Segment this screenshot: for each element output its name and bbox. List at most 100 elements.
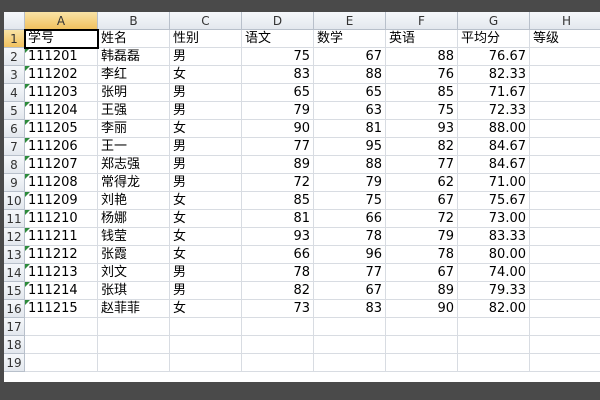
cell[interactable] <box>98 318 170 336</box>
column-header[interactable]: G <box>458 12 530 30</box>
cell[interactable]: 男 <box>170 102 242 120</box>
cell[interactable]: 77 <box>314 264 386 282</box>
cell[interactable]: 王一 <box>98 138 170 156</box>
cell[interactable]: 81 <box>242 210 314 228</box>
cell[interactable]: 79 <box>386 228 458 246</box>
cell[interactable]: 89 <box>386 282 458 300</box>
cell[interactable] <box>530 318 600 336</box>
cell[interactable] <box>314 318 386 336</box>
cell[interactable]: 111203 <box>25 84 98 102</box>
cell[interactable]: 75 <box>386 102 458 120</box>
cell[interactable]: 67 <box>314 48 386 66</box>
cell[interactable]: 常得龙 <box>98 174 170 192</box>
cell[interactable]: 71.00 <box>458 174 530 192</box>
cell[interactable] <box>170 354 242 372</box>
row-header[interactable]: 19 <box>4 354 25 372</box>
column-header[interactable]: E <box>314 12 386 30</box>
cell[interactable] <box>458 318 530 336</box>
cell[interactable]: 67 <box>314 282 386 300</box>
cell[interactable]: 83.33 <box>458 228 530 246</box>
cell[interactable] <box>98 336 170 354</box>
cell[interactable]: 77 <box>242 138 314 156</box>
cell[interactable]: 女 <box>170 120 242 138</box>
cell[interactable] <box>530 354 600 372</box>
cell[interactable] <box>530 138 600 156</box>
cell[interactable] <box>530 102 600 120</box>
row-header[interactable]: 10 <box>4 192 25 210</box>
cell[interactable]: 张明 <box>98 84 170 102</box>
cell[interactable]: 111208 <box>25 174 98 192</box>
cell[interactable]: 111212 <box>25 246 98 264</box>
cell[interactable]: 78 <box>242 264 314 282</box>
cell[interactable]: 81 <box>314 120 386 138</box>
cell[interactable]: 83 <box>242 66 314 84</box>
row-header[interactable]: 1 <box>4 30 25 48</box>
row-header[interactable]: 16 <box>4 300 25 318</box>
cell[interactable]: 女 <box>170 300 242 318</box>
cell[interactable] <box>25 354 98 372</box>
cell[interactable]: 男 <box>170 282 242 300</box>
cell[interactable] <box>530 246 600 264</box>
cell[interactable]: 111202 <box>25 66 98 84</box>
cell[interactable]: 63 <box>314 102 386 120</box>
row-header[interactable]: 6 <box>4 120 25 138</box>
row-header[interactable]: 17 <box>4 318 25 336</box>
cell[interactable]: 数学 <box>314 30 386 48</box>
cell[interactable]: 90 <box>242 120 314 138</box>
cell[interactable]: 75.67 <box>458 192 530 210</box>
cell[interactable]: 张琪 <box>98 282 170 300</box>
cell[interactable] <box>242 336 314 354</box>
cell[interactable]: 80.00 <box>458 246 530 264</box>
cell[interactable]: 82.00 <box>458 300 530 318</box>
cell[interactable] <box>170 318 242 336</box>
column-header[interactable]: A <box>25 12 98 30</box>
cell[interactable]: 82 <box>386 138 458 156</box>
cell[interactable]: 75 <box>314 192 386 210</box>
cell[interactable]: 88 <box>314 66 386 84</box>
cell[interactable]: 78 <box>386 246 458 264</box>
cell[interactable]: 张霞 <box>98 246 170 264</box>
cell[interactable]: 88.00 <box>458 120 530 138</box>
cell[interactable]: 111207 <box>25 156 98 174</box>
cell[interactable]: 男 <box>170 264 242 282</box>
cell[interactable]: 66 <box>314 210 386 228</box>
cell[interactable]: 84.67 <box>458 138 530 156</box>
cell[interactable]: 男 <box>170 174 242 192</box>
cell[interactable]: 76.67 <box>458 48 530 66</box>
cell[interactable]: 93 <box>242 228 314 246</box>
cell[interactable]: 71.67 <box>458 84 530 102</box>
cell[interactable]: 111204 <box>25 102 98 120</box>
row-header[interactable]: 14 <box>4 264 25 282</box>
cell[interactable]: 67 <box>386 264 458 282</box>
cell[interactable]: 85 <box>242 192 314 210</box>
cell[interactable]: 男 <box>170 156 242 174</box>
row-header[interactable]: 2 <box>4 48 25 66</box>
cell[interactable]: 72.33 <box>458 102 530 120</box>
cell[interactable] <box>530 156 600 174</box>
cell[interactable]: 96 <box>314 246 386 264</box>
cell[interactable]: 性别 <box>170 30 242 48</box>
cell[interactable]: 72 <box>386 210 458 228</box>
row-header[interactable]: 11 <box>4 210 25 228</box>
cell[interactable] <box>530 174 600 192</box>
cell[interactable]: 刘文 <box>98 264 170 282</box>
cell[interactable]: 79 <box>314 174 386 192</box>
cell[interactable]: 男 <box>170 48 242 66</box>
cell[interactable] <box>530 210 600 228</box>
cell[interactable] <box>25 318 98 336</box>
cell[interactable]: 88 <box>386 48 458 66</box>
cell[interactable] <box>530 66 600 84</box>
cell[interactable]: 女 <box>170 228 242 246</box>
cell[interactable]: 钱莹 <box>98 228 170 246</box>
cell[interactable]: 等级 <box>530 30 600 48</box>
cell[interactable]: 语文 <box>242 30 314 48</box>
cell[interactable]: 88 <box>314 156 386 174</box>
cell[interactable]: 79.33 <box>458 282 530 300</box>
cell[interactable]: 111205 <box>25 120 98 138</box>
cell[interactable] <box>530 48 600 66</box>
row-header[interactable]: 13 <box>4 246 25 264</box>
cell[interactable]: 77 <box>386 156 458 174</box>
cell[interactable]: 女 <box>170 210 242 228</box>
cell[interactable] <box>530 336 600 354</box>
cell[interactable]: 郑志强 <box>98 156 170 174</box>
